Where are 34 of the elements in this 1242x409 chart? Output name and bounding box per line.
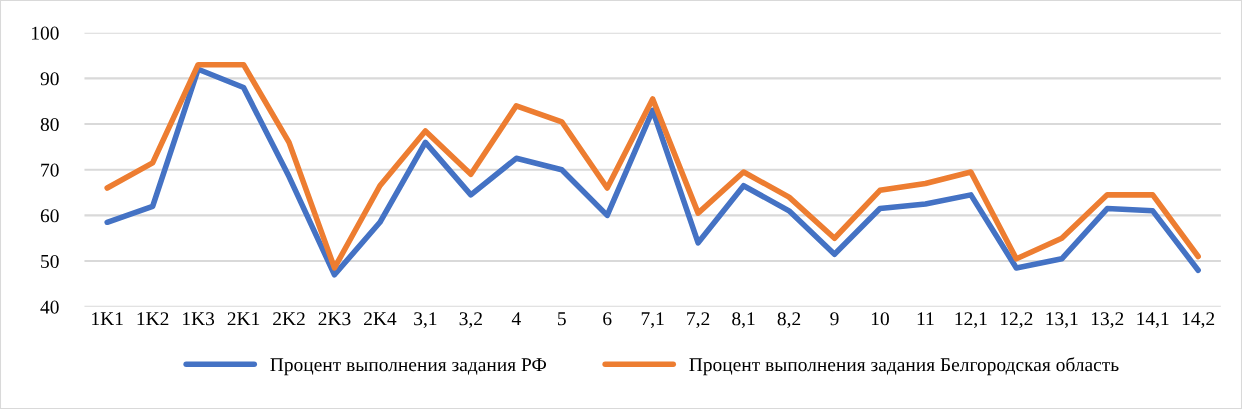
x-tick-label: 1K1 bbox=[92, 312, 123, 326]
y-tick-label: 60 bbox=[40, 209, 59, 223]
x-tick-label: 2K2 bbox=[273, 312, 305, 326]
x-tick-label: 3,2 bbox=[459, 312, 482, 329]
x-tick-label: 14,2 bbox=[1182, 312, 1215, 329]
x-tick-label: 3,1 bbox=[414, 312, 437, 329]
x-tick-label: 4 bbox=[511, 312, 521, 326]
x-tick-label: 12,2 bbox=[1001, 312, 1033, 329]
y-tick-label: 90 bbox=[40, 72, 59, 86]
x-tick-label: 2K3 bbox=[318, 312, 351, 326]
x-tick-label: 13,2 bbox=[1091, 312, 1124, 329]
x-tick-label: 12,1 bbox=[955, 312, 987, 329]
x-tick-label: 7,2 bbox=[687, 312, 710, 329]
x-tick-label: 2K1 bbox=[227, 312, 260, 326]
x-tick-label: 9 bbox=[830, 312, 839, 326]
y-tick-label: 50 bbox=[41, 254, 59, 269]
x-tick-label: 14,1 bbox=[1137, 312, 1169, 329]
x-tick-label: 13,1 bbox=[1046, 312, 1078, 329]
y-tick-label: 100 bbox=[32, 26, 59, 40]
legend-label: Процент выполнения задания Белгородская область bbox=[689, 357, 1119, 376]
x-tick-label: 2K4 bbox=[364, 312, 397, 326]
y-tick-label: 80 bbox=[40, 117, 59, 131]
x-tick-label: 1K3 bbox=[183, 312, 215, 326]
x-tick-label: 6 bbox=[603, 312, 612, 326]
x-tick-label: 8,1 bbox=[732, 312, 755, 329]
x-tick-label: 7,1 bbox=[641, 312, 664, 329]
x-tick-label: 5 bbox=[558, 312, 566, 326]
legend-label: Процент выполнения задания РФ bbox=[270, 358, 547, 376]
x-tick-label: 1K2 bbox=[137, 312, 169, 326]
x-tick-label: 11 bbox=[917, 312, 934, 326]
x-tick-label: 8,2 bbox=[777, 312, 801, 329]
x-tick-label: 10 bbox=[871, 312, 889, 326]
y-tick-label: 70 bbox=[41, 163, 59, 177]
y-tick-label: 40 bbox=[40, 300, 59, 314]
